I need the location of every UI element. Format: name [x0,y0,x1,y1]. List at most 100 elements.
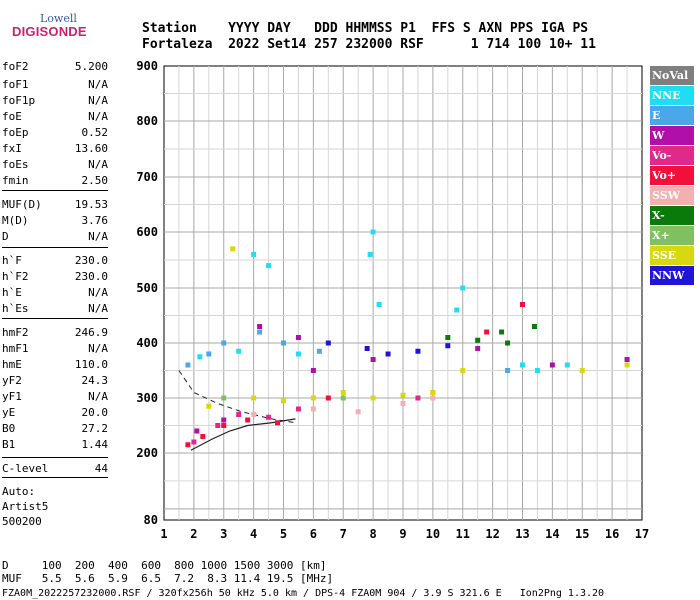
separator [2,457,108,458]
data-point [579,368,585,373]
param-name: h`E [2,286,22,299]
x-tick-label: 11 [456,527,470,541]
param-row: fmin 2.50 [2,174,108,190]
param-value: N/A [88,78,108,91]
param-name: h`Es [2,302,29,315]
data-point [364,346,370,351]
data-point [221,340,227,346]
separator [2,318,108,319]
param-name: D [2,230,9,243]
y-tick-label: 200 [136,446,158,460]
data-point [185,362,191,368]
data-point [520,302,525,307]
legend-item: SSE [650,246,694,265]
logo-name: DIGISONDE [12,24,87,39]
param-row: hmF2 246.9 [2,326,108,342]
param-value: N/A [88,94,108,107]
param-value: 0.52 [81,126,109,139]
data-point [340,395,346,401]
param-value: N/A [88,302,108,315]
y-tick-label: 800 [136,114,158,128]
data-point [251,251,257,257]
param-value: 1.44 [81,438,109,451]
param-name: B1 [2,438,16,451]
param-name: MUF(D) [2,198,42,211]
param-row: M(D) 3.76 [2,214,108,230]
param-value: 230.0 [74,270,108,283]
data-point [251,395,257,401]
param-name: foE [2,110,22,123]
param-name: foEp [2,126,29,139]
param-value: 20.0 [81,406,109,419]
data-point [310,368,316,373]
data-point [325,340,331,346]
param-row: fxI 13.60 [2,142,108,158]
x-tick-label: 10 [426,527,440,541]
data-point [221,395,227,401]
data-point [430,390,436,395]
data-point [430,395,436,401]
data-point [624,362,630,368]
data-point [475,346,481,351]
x-tick-label: 4 [250,527,257,541]
param-row: D N/A [2,230,108,246]
param-name: fxI [2,142,22,155]
data-point [624,357,630,362]
x-tick-label: 7 [340,527,347,541]
data-point [206,403,212,409]
data-point [400,401,406,406]
param-row: B0 27.2 [2,422,108,438]
y-tick-label: 80 [144,513,158,527]
param-value: 44 [94,462,108,475]
legend-item: E [650,106,694,125]
data-point [194,428,200,434]
x-tick-label: 8 [370,527,377,541]
y-tick-label: 900 [136,59,158,73]
data-point [531,324,537,329]
param-name: yE [2,406,16,419]
param-row: foF2 5.200 [2,60,108,76]
data-point [367,251,373,257]
auto-artist: Artist5 [2,500,49,513]
data-point [295,335,301,340]
x-tick-label: 15 [575,527,589,541]
param-value: N/A [88,390,108,403]
data-point [385,351,391,357]
y-tick-label: 700 [136,170,158,184]
param-row: hmF1 N/A [2,342,108,358]
data-point [257,329,263,335]
data-point [505,340,511,346]
data-point [185,442,191,448]
data-point [445,343,451,349]
data-point [454,307,460,313]
param-value: N/A [88,230,108,243]
data-point [499,329,505,335]
data-point [266,263,272,269]
x-tick-label: 12 [485,527,499,541]
data-point [200,434,206,439]
data-point [549,362,555,368]
data-point [206,351,212,357]
separator [2,477,108,478]
param-name: hmF1 [2,342,29,355]
data-point [236,348,242,354]
data-point [370,357,376,362]
param-row: B1 1.44 [2,438,108,454]
param-name: yF1 [2,390,22,403]
data-point [251,412,257,417]
data-point [236,412,242,417]
data-point [230,246,236,252]
x-tick-label: 1 [160,527,167,541]
legend-item: Vo+ [650,166,694,185]
data-point [534,368,540,373]
param-value: N/A [88,286,108,299]
legend-item: Vo- [650,146,694,165]
data-point [316,348,322,354]
param-name: h`F [2,254,22,267]
param-value: 13.60 [74,142,108,155]
data-point [370,229,376,235]
data-point [245,417,251,423]
param-name: hmF2 [2,326,29,339]
data-point [370,395,376,401]
